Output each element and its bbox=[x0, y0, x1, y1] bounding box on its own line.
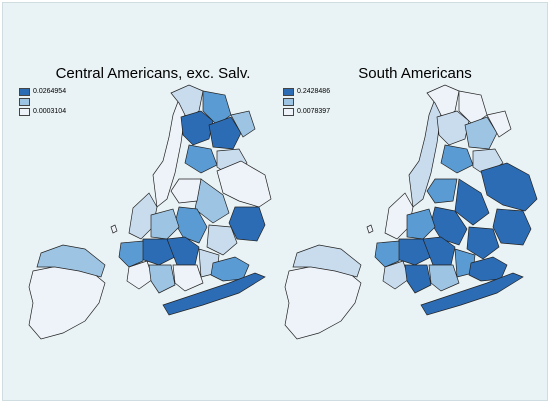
map-panel-central-americans: Central Americans, exc. Salv. 0.0264954 … bbox=[3, 3, 275, 400]
region-brooklyn-g bbox=[172, 264, 204, 292]
region-brooklyn-e bbox=[126, 260, 154, 290]
legend-label: 0.2428486 bbox=[297, 87, 331, 95]
region-bronx-west bbox=[170, 84, 204, 120]
region-island-small bbox=[110, 224, 118, 234]
region-brooklyn-f bbox=[404, 264, 432, 294]
region-rockaway bbox=[420, 272, 524, 316]
legend-swatch bbox=[283, 87, 294, 96]
map-title: Central Americans, exc. Salv. bbox=[55, 65, 251, 82]
region-staten-island-south bbox=[28, 264, 106, 340]
region-bronx-d bbox=[230, 110, 256, 138]
legend-entry-low: 0.0003104 bbox=[19, 107, 66, 116]
legend-swatch bbox=[283, 97, 294, 106]
legend-swatch bbox=[19, 107, 30, 116]
region-staten-island-south bbox=[284, 264, 362, 340]
region-staten-island-north bbox=[36, 244, 106, 278]
region-queens-d bbox=[426, 178, 458, 204]
choropleth-map-central-americans bbox=[28, 84, 272, 340]
region-brooklyn-a bbox=[150, 208, 180, 240]
region-bronx-e bbox=[184, 144, 218, 174]
region-queens-a bbox=[216, 160, 272, 208]
region-staten-island-north bbox=[292, 244, 362, 278]
legend-entry-high: 0.2428486 bbox=[283, 87, 330, 96]
legend-label: 0.0003104 bbox=[33, 107, 67, 115]
region-bronx-c bbox=[464, 116, 498, 150]
legend-label: 0.0078397 bbox=[297, 107, 331, 115]
legend-entry-high: 0.0264954 bbox=[19, 87, 66, 96]
region-queens-a bbox=[480, 162, 538, 212]
region-queens-c bbox=[454, 178, 490, 226]
region-bronx-a bbox=[436, 110, 470, 146]
region-queens-b bbox=[492, 208, 532, 246]
legend-swatch bbox=[19, 87, 30, 96]
region-brooklyn-a bbox=[406, 208, 436, 240]
region-queens-c bbox=[194, 178, 230, 224]
region-bronx-a bbox=[180, 110, 214, 146]
map-panel-south-americans: South Americans 0.2428486 0.0078397 bbox=[275, 3, 547, 400]
legend-swatch bbox=[19, 97, 30, 106]
region-queens-e bbox=[206, 224, 238, 256]
legend-entry-mid bbox=[283, 97, 330, 106]
legend-swatch bbox=[283, 107, 294, 116]
region-bronx-west bbox=[426, 84, 460, 120]
region-brooklyn-e bbox=[382, 260, 410, 290]
region-brooklyn-d bbox=[374, 240, 400, 268]
region-queens-e bbox=[466, 226, 500, 260]
region-island-small bbox=[366, 224, 374, 234]
region-brooklyn-d bbox=[118, 240, 144, 268]
map-legend: 0.0264954 0.0003104 bbox=[19, 87, 66, 117]
region-rockaway bbox=[162, 272, 266, 316]
region-bronx-d bbox=[486, 110, 512, 138]
choropleth-map-south-americans bbox=[284, 84, 538, 340]
region-queens-d bbox=[170, 178, 202, 204]
legend-entry-low: 0.0078397 bbox=[283, 107, 330, 116]
legend-entry-mid bbox=[19, 97, 66, 106]
map-legend: 0.2428486 0.0078397 bbox=[283, 87, 330, 117]
map-title: South Americans bbox=[358, 65, 472, 82]
region-queens-b bbox=[228, 206, 266, 242]
legend-label: 0.0264954 bbox=[33, 87, 67, 95]
region-brooklyn-c bbox=[422, 236, 456, 266]
region-brooklyn-c bbox=[166, 236, 200, 266]
region-bronx-e bbox=[440, 144, 474, 174]
region-brooklyn-g bbox=[428, 264, 460, 292]
region-brooklyn-f bbox=[148, 264, 176, 294]
region-bronx-c bbox=[208, 116, 242, 150]
